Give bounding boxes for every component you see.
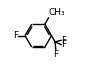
Text: F: F [53, 50, 58, 59]
Text: CH₃: CH₃ [49, 8, 65, 17]
Text: F: F [61, 40, 66, 49]
Text: F: F [61, 36, 66, 45]
Text: F: F [13, 31, 18, 40]
